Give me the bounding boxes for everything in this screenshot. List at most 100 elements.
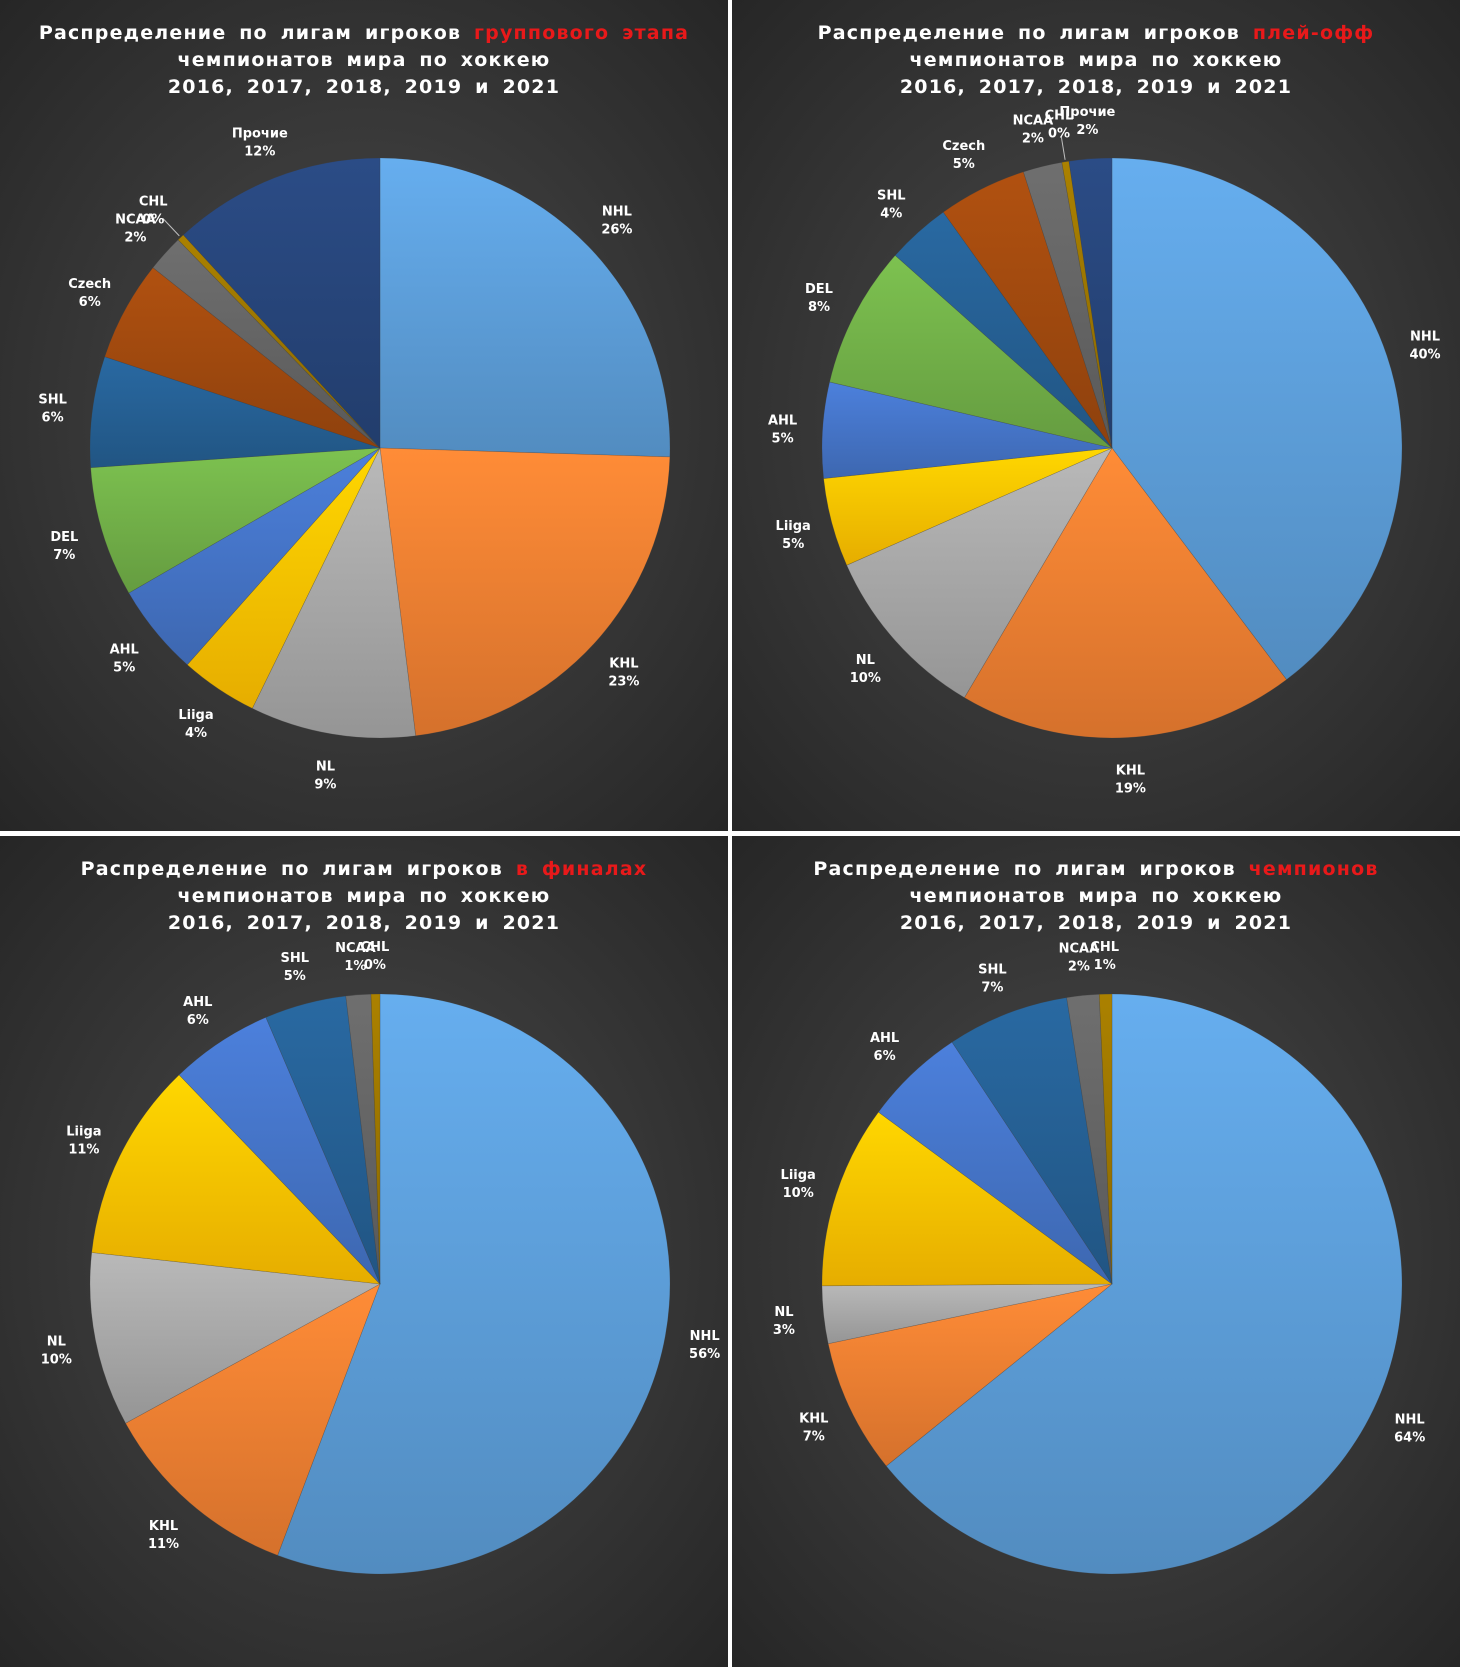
slice-label-chl: CHL (361, 940, 390, 955)
slice-value-del: 7% (53, 548, 75, 563)
slice-value-khl: 23% (608, 674, 639, 689)
slice-value-chl: 0% (1048, 126, 1070, 141)
title-years: 2016, 2017, 2018, 2019 и 2021 (899, 912, 1293, 934)
slice-value-ncaa: 2% (1022, 132, 1044, 147)
slice-label-nl: NL (47, 1334, 66, 1349)
title-highlight: в финалах (515, 858, 648, 880)
slice-value-shl: 5% (284, 969, 306, 984)
slice-ahl (178, 1016, 381, 1285)
chart-playoff: NHL 40% KHL 19% NL 10% Liiga 5% AHL 5% DEL 8% SHL 4% C… (732, 0, 1460, 831)
slice-nl (89, 1252, 381, 1424)
slice-value-ncaa: 1% (344, 959, 366, 974)
chart-title: Распределение по лигам игроков в финалах… (0, 856, 728, 937)
slice-nhl (379, 157, 671, 458)
slice-value-chl: 0% (364, 958, 386, 973)
leader-line-chl (1060, 136, 1066, 160)
slice-nhl (885, 993, 1403, 1575)
slice-liiga (186, 447, 381, 709)
slice-khl (827, 1283, 1113, 1467)
slice-value-khl: 7% (803, 1429, 825, 1444)
slice-value-ahl: 5% (772, 432, 794, 447)
slice-del (829, 254, 1113, 449)
slice-label-nl: NL (316, 759, 335, 774)
leader-line-chl (162, 218, 180, 237)
slice-label-czech: Czech (942, 139, 985, 154)
chart-title: Распределение по лигам игроков чемпионов… (732, 856, 1460, 937)
pie-chart-playoff: NHL 40% KHL 19% NL 10% Liiga 5% AHL 5% DEL 8% SHL 4% C… (768, 105, 1441, 797)
slice-label-chl: CHL (139, 194, 168, 209)
slice-label-ncaa: NCAA (1059, 942, 1100, 957)
chart-title: Распределение по лигам игроков плей-офф … (732, 20, 1460, 101)
pie-chart-finals: NHL 56% KHL 11% NL 10% Liiga 11% AHL 6% SHL 5% NCAA 1… (41, 940, 720, 1575)
slice-label-ncaa: NCAA (1013, 114, 1054, 129)
slice-value-del: 8% (808, 300, 830, 315)
slice-label-ahl: AHL (110, 643, 139, 658)
slice-label-liiga: Liiga (776, 519, 811, 534)
title-years: 2016, 2017, 2018, 2019 и 2021 (167, 912, 561, 934)
slice-shl (894, 211, 1113, 449)
title-part: Распределение по лигам игроков (80, 858, 516, 880)
slice-label-chl: CHL (1045, 108, 1074, 123)
slice-shl (951, 997, 1113, 1285)
slice-label-liiga: Liiga (178, 708, 213, 723)
slice-value-liiga: 11% (68, 1142, 99, 1157)
chart-champions: NHL 64% KHL 7% NL 3% Liiga 10% AHL 6% SHL 7% NCAA 2% C… (732, 836, 1460, 1667)
slice-value-czech: 5% (953, 157, 975, 172)
slice-chl (1061, 160, 1113, 449)
slice-other (182, 157, 381, 449)
slice-label-liiga: Liiga (781, 1168, 816, 1183)
slice-label-nhl: NHL (1395, 1412, 1425, 1427)
slice-label-khl: KHL (149, 1519, 178, 1534)
slice-value-chl: 0% (142, 212, 164, 227)
slice-value-ncaa: 2% (1068, 960, 1090, 975)
title-part: Распределение по лигам игроков (38, 22, 475, 44)
slice-label-other: Прочие (232, 127, 288, 142)
slice-del (90, 447, 381, 594)
slice-value-shl: 4% (880, 207, 902, 222)
slice-other (1068, 157, 1113, 449)
slice-khl (963, 447, 1287, 739)
slice-label-shl: SHL (978, 962, 1007, 977)
slice-label-shl: SHL (281, 951, 310, 966)
slice-shl (89, 356, 381, 468)
slice-value-liiga: 5% (782, 537, 804, 552)
slice-value-nl: 9% (314, 777, 336, 792)
slice-label-del: DEL (805, 282, 833, 297)
title-years: 2016, 2017, 2018, 2019 и 2021 (899, 76, 1293, 98)
slice-label-shl: SHL (38, 392, 67, 407)
title-years: 2016, 2017, 2018, 2019 и 2021 (167, 76, 561, 98)
slice-nl (846, 447, 1113, 699)
slice-ahl (878, 1041, 1113, 1285)
slice-label-ncaa: NCAA (335, 941, 376, 956)
slice-value-khl: 19% (1115, 782, 1146, 797)
slice-nhl (277, 993, 671, 1575)
slice-value-khl: 11% (148, 1537, 179, 1552)
slice-czech (942, 171, 1113, 449)
slice-value-shl: 7% (981, 980, 1003, 995)
slice-value-ncaa: 2% (124, 230, 146, 245)
slice-value-czech: 6% (79, 295, 101, 310)
slice-label-khl: KHL (799, 1411, 828, 1426)
slice-label-del: DEL (50, 530, 78, 545)
slice-label-nl: NL (856, 653, 875, 668)
chart-title: Распределение по лигам игроков групповог… (0, 20, 728, 101)
slice-label-nhl: NHL (690, 1329, 720, 1344)
slice-value-other: 12% (244, 145, 275, 160)
slice-label-nl: NL (774, 1305, 793, 1320)
slice-value-liiga: 10% (783, 1186, 814, 1201)
slice-value-nhl: 56% (689, 1347, 720, 1362)
title-highlight: группового этапа (474, 22, 690, 44)
slice-value-nhl: 26% (601, 222, 632, 237)
title-part: Распределение по лигам игроков (817, 22, 1253, 44)
slice-value-shl: 6% (42, 410, 64, 425)
pie-chart-champions: NHL 64% KHL 7% NL 3% Liiga 10% AHL 6% SHL 7% NCAA 2%C… (773, 940, 1425, 1575)
slice-value-liiga: 4% (185, 726, 207, 741)
title-highlight: плей-офф (1252, 22, 1375, 44)
slice-value-ahl: 5% (113, 661, 135, 676)
slice-label-ahl: AHL (768, 414, 797, 429)
slice-liiga (823, 447, 1113, 566)
slice-label-khl: KHL (1116, 764, 1145, 779)
slice-label-chl: CHL (1090, 940, 1119, 955)
slice-khl (379, 447, 671, 737)
